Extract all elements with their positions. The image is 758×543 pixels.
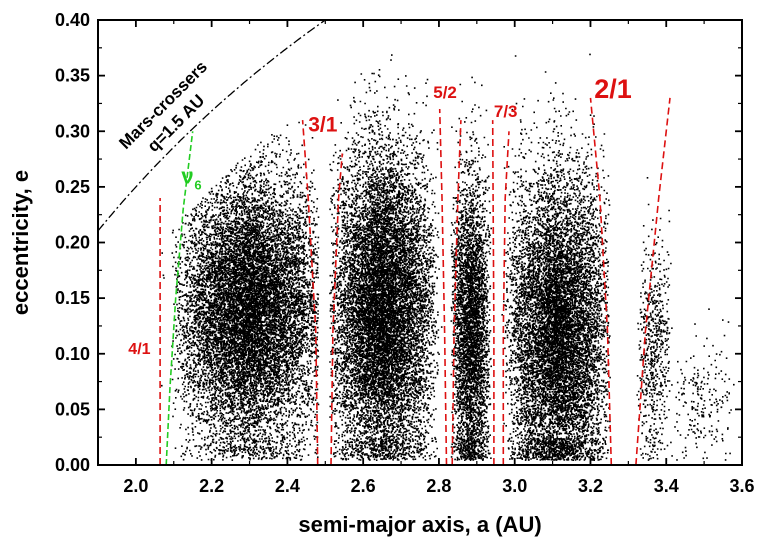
x-tick-label: 2.0 xyxy=(123,476,148,496)
resonance-line-7-3-1 xyxy=(502,131,510,465)
x-tick-label: 3.4 xyxy=(654,476,679,496)
y-tick-label: 0.35 xyxy=(55,66,90,86)
nu6-subscript: 6 xyxy=(194,178,201,193)
resonance-label-4-1: 4/1 xyxy=(128,341,150,358)
y-tick-label: 0.30 xyxy=(55,121,90,141)
resonance-line-3-1-1 xyxy=(330,153,344,466)
x-tick-label: 2.4 xyxy=(275,476,300,496)
resonance-line-7-3-0 xyxy=(491,120,495,465)
y-tick-label: 0.15 xyxy=(55,288,90,308)
x-tick-label: 2.6 xyxy=(351,476,376,496)
resonance-line-5-2-0 xyxy=(438,108,448,466)
x-tick-label: 2.8 xyxy=(426,476,451,496)
y-tick-label: 0.10 xyxy=(55,344,90,364)
resonance-label-7-3: 7/3 xyxy=(494,102,518,121)
y-axis-title: eccentricity, e xyxy=(8,170,33,315)
y-tick-label: 0.25 xyxy=(55,177,90,197)
y-tick-label: 0.00 xyxy=(55,455,90,475)
y-tick-label: 0.20 xyxy=(55,233,90,253)
nu6-line xyxy=(165,131,194,466)
nu6-label: ν xyxy=(181,164,193,189)
axis-ticks: 2.0 2.2 2.4 2.6 2.8 3.0 3.2 3.4 3.6 0.00 0.05 0.10 0… xyxy=(55,10,755,496)
mars-crosser-line xyxy=(97,19,326,232)
x-tick-label: 3.2 xyxy=(578,476,603,496)
x-tick-label: 3.6 xyxy=(729,476,754,496)
resonance-line-5-2-1 xyxy=(451,120,462,466)
x-axis-title: semi-major axis, a (AU) xyxy=(298,512,541,537)
resonance-curves xyxy=(97,19,671,466)
resonance-line-2-1-1 xyxy=(635,97,671,466)
resonance-line-2-1-0 xyxy=(589,97,613,466)
resonance-line-3-1-0 xyxy=(301,120,319,466)
y-tick-label: 0.05 xyxy=(55,399,90,419)
data-points xyxy=(161,53,735,461)
x-tick-label: 2.2 xyxy=(199,476,224,496)
resonance-label-2-1: 2/1 xyxy=(594,74,632,104)
scatter-points xyxy=(161,53,735,461)
resonance-label-5-2: 5/2 xyxy=(433,83,457,102)
resonance-label-3-1: 3/1 xyxy=(308,113,338,136)
x-tick-label: 3.0 xyxy=(502,476,527,496)
y-tick-label: 0.40 xyxy=(55,10,90,30)
